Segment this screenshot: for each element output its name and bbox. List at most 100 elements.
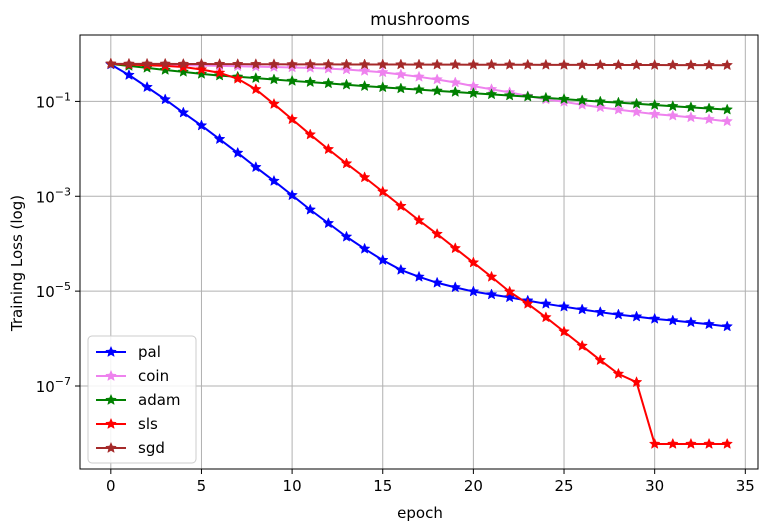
data-point (231, 146, 244, 158)
data-point (159, 63, 172, 75)
data-point (540, 297, 552, 309)
legend-item-adam: adam (96, 391, 181, 409)
data-point (286, 74, 298, 86)
legend-label: adam (138, 391, 181, 409)
data-point (286, 113, 298, 125)
data-point (413, 270, 425, 282)
data-point (395, 82, 407, 94)
legend: pal coin adam sls sgd (87, 335, 197, 464)
series-adam (104, 57, 734, 115)
data-point (413, 214, 425, 226)
y-axis: 10−7 10−5 10−3 10−1 (36, 90, 80, 396)
data-point (449, 281, 462, 293)
data-point (721, 320, 734, 332)
data-point (213, 132, 226, 145)
data-point (213, 57, 226, 70)
data-point (249, 161, 262, 173)
data-point (467, 256, 480, 268)
series-line-sls (110, 62, 728, 445)
series-pal (104, 58, 734, 332)
data-point (666, 109, 679, 121)
data-point (666, 314, 679, 326)
data-point (358, 64, 371, 76)
series-sls (104, 57, 734, 449)
data-point (177, 106, 190, 118)
legend-marker (105, 345, 117, 357)
data-point (576, 94, 589, 106)
x-tick-label: 15 (373, 477, 392, 495)
data-point (249, 58, 262, 70)
data-point (431, 58, 443, 70)
data-point (558, 58, 570, 70)
legend-item-coin: coin (96, 367, 169, 385)
legend-label: sgd (138, 439, 165, 457)
data-point (249, 83, 262, 95)
data-point (685, 316, 697, 328)
data-point (503, 58, 516, 70)
data-point (594, 95, 607, 107)
data-point (304, 61, 317, 73)
data-point (413, 83, 425, 95)
data-point (304, 203, 317, 215)
x-tick-label: 35 (736, 477, 755, 495)
data-point (395, 199, 407, 212)
data-point (485, 88, 498, 100)
data-point (521, 58, 534, 70)
data-point (612, 367, 625, 379)
data-point (685, 58, 697, 71)
data-point (376, 81, 389, 93)
y-tick-label: 10−5 (36, 280, 71, 301)
x-tick-label: 10 (283, 477, 302, 495)
data-point (485, 270, 498, 282)
legend-item-sgd: sgd (96, 439, 165, 457)
data-point (612, 308, 625, 320)
data-point (413, 70, 425, 82)
data-point (685, 111, 697, 123)
data-point (159, 93, 172, 105)
data-point (703, 437, 715, 449)
data-point (630, 97, 643, 109)
data-point (576, 339, 589, 351)
data-point (268, 58, 280, 70)
data-point (449, 76, 462, 88)
data-point (195, 119, 208, 131)
data-point (177, 57, 190, 69)
data-point (159, 57, 172, 69)
data-point (703, 59, 715, 71)
data-point (666, 58, 679, 71)
data-point (648, 58, 661, 71)
data-point (376, 66, 389, 78)
data-point (431, 276, 443, 288)
data-point (195, 67, 208, 79)
data-point (612, 96, 625, 108)
legend-label: coin (138, 367, 169, 385)
data-point (648, 107, 661, 120)
data-point (685, 437, 697, 449)
x-axis: 0 5 10 15 20 25 30 35 (106, 469, 755, 495)
data-point (358, 242, 371, 254)
data-point (231, 57, 244, 70)
plot-frame (79, 34, 759, 470)
data-point (558, 92, 570, 105)
legend-marker (105, 417, 117, 429)
data-point (431, 73, 443, 85)
data-point (141, 57, 153, 69)
y-tick-label: 10−3 (36, 185, 71, 206)
data-point (449, 85, 462, 97)
data-point (703, 318, 715, 330)
data-point (304, 58, 317, 70)
data-point (594, 101, 607, 113)
data-point (340, 230, 353, 242)
data-point (358, 58, 371, 70)
x-tick-label: 0 (106, 477, 116, 495)
data-point (340, 58, 353, 70)
series-layer (104, 57, 734, 449)
data-point (358, 171, 371, 183)
data-point (721, 59, 734, 71)
data-point (540, 311, 552, 323)
data-point (322, 143, 335, 155)
data-point (268, 73, 280, 85)
data-point (467, 87, 480, 99)
series-sgd (104, 57, 734, 71)
chart-title: mushrooms (370, 10, 470, 30)
